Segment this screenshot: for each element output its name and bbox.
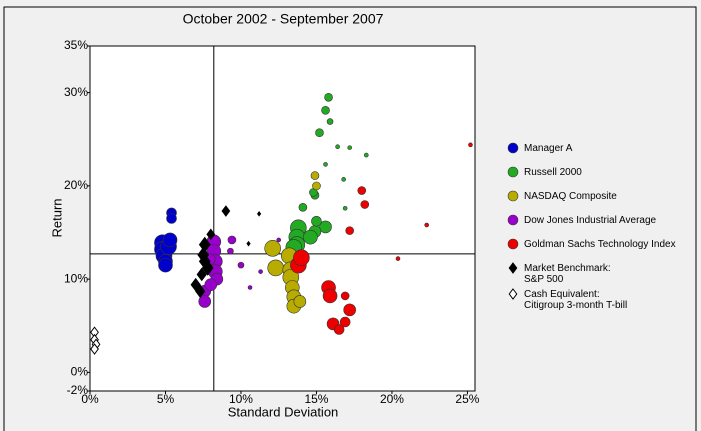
diamond-marker — [221, 205, 231, 217]
circle-marker — [276, 237, 282, 243]
circle-marker — [237, 261, 245, 269]
circle-marker — [204, 278, 218, 292]
legend-label: Goldman Sachs Technology Index — [524, 239, 676, 250]
circle-marker — [311, 215, 322, 227]
x-axis-label: Standard Deviation — [228, 404, 339, 419]
legend-marker — [507, 142, 519, 154]
circle-marker — [198, 295, 212, 308]
legend-label: Cash Equivalent: Citigroup 3-month T-bill — [524, 289, 627, 311]
legend-label: Dow Jones Industrial Average — [524, 215, 657, 226]
circle-marker — [310, 171, 320, 180]
circle-marker — [335, 144, 340, 150]
circle-marker — [363, 152, 369, 158]
legend-marker — [508, 262, 518, 274]
diamond-marker — [196, 267, 207, 282]
diamond-marker — [195, 284, 206, 299]
circle-marker — [264, 240, 281, 257]
circle-marker — [424, 222, 429, 228]
legend-marker — [507, 190, 519, 202]
circle-marker — [162, 232, 178, 248]
legend-line: NASDAQ Composite — [524, 191, 617, 202]
circle-marker — [293, 249, 310, 266]
circle-marker — [258, 269, 263, 274]
diamond-marker — [256, 211, 262, 217]
legend-line: Manager A — [524, 143, 573, 154]
circle-marker — [312, 181, 321, 191]
legend-line: Goldman Sachs Technology Index — [524, 239, 676, 250]
diamond-marker — [206, 228, 216, 241]
y-tick-label: 20% — [64, 178, 88, 192]
circle-marker — [267, 259, 285, 277]
frame — [3, 6, 697, 431]
legend-marker — [507, 214, 519, 226]
legend-marker — [508, 288, 518, 300]
circle-marker — [323, 162, 328, 167]
circle-marker — [333, 324, 345, 335]
x-tick-label: 10% — [229, 392, 253, 406]
circle-marker — [341, 177, 346, 182]
legend-line: Dow Jones Industrial Average — [524, 215, 657, 226]
legend-line: Russell 2000 — [524, 167, 582, 178]
y-tick-label: 30% — [64, 85, 88, 99]
circle-marker — [360, 200, 370, 209]
circle-marker — [342, 205, 348, 211]
y-axis-label: Return — [49, 198, 64, 237]
y-tick-label: -2% — [67, 383, 89, 397]
legend-label: Manager A — [524, 143, 573, 154]
diamond-marker — [201, 260, 214, 276]
circle-marker — [319, 220, 332, 234]
legend-line: Cash Equivalent: — [524, 289, 600, 300]
legend-marker — [507, 238, 519, 250]
x-tick-label: 15% — [304, 392, 328, 406]
circle-marker — [293, 295, 307, 308]
x-tick-label: 20% — [380, 392, 404, 406]
circle-marker — [322, 288, 338, 304]
circle-marker — [339, 316, 351, 328]
legend-label: Russell 2000 — [524, 167, 582, 178]
legend-line: Citigroup 3-month T-bill — [524, 300, 627, 311]
diamond-marker — [90, 343, 99, 355]
circle-marker — [227, 235, 237, 245]
legend-line: Market Benchmark: — [524, 263, 611, 274]
y-tick-label: 35% — [64, 38, 88, 52]
legend-label: Market Benchmark: S&P 500 — [524, 263, 611, 285]
circle-marker — [347, 145, 352, 150]
chart-title: October 2002 - September 2007 — [183, 11, 384, 27]
diamond-marker — [246, 240, 251, 247]
circle-marker — [298, 203, 308, 212]
circle-marker — [247, 285, 253, 290]
circle-marker — [166, 213, 177, 224]
circle-marker — [343, 303, 356, 317]
x-tick-label: 0% — [81, 392, 99, 406]
y-tick-label: 10% — [64, 271, 88, 285]
circle-marker — [324, 92, 333, 102]
circle-marker — [303, 229, 318, 245]
circle-marker — [158, 257, 173, 273]
x-tick-label: 5% — [157, 392, 175, 406]
circle-marker — [468, 142, 473, 148]
legend-line: S&P 500 — [524, 274, 564, 285]
legend-label: NASDAQ Composite — [524, 191, 617, 202]
circle-marker — [395, 256, 401, 261]
circle-marker — [326, 118, 334, 125]
x-tick-label: 25% — [455, 392, 479, 406]
circle-marker — [340, 291, 350, 301]
circle-marker — [227, 247, 234, 255]
circle-marker — [321, 106, 330, 115]
circle-marker — [345, 226, 354, 235]
y-tick-label: 0% — [71, 365, 89, 379]
legend-marker — [507, 166, 519, 178]
plot-area — [89, 45, 476, 392]
circle-marker — [357, 186, 367, 195]
circle-marker — [315, 128, 324, 138]
